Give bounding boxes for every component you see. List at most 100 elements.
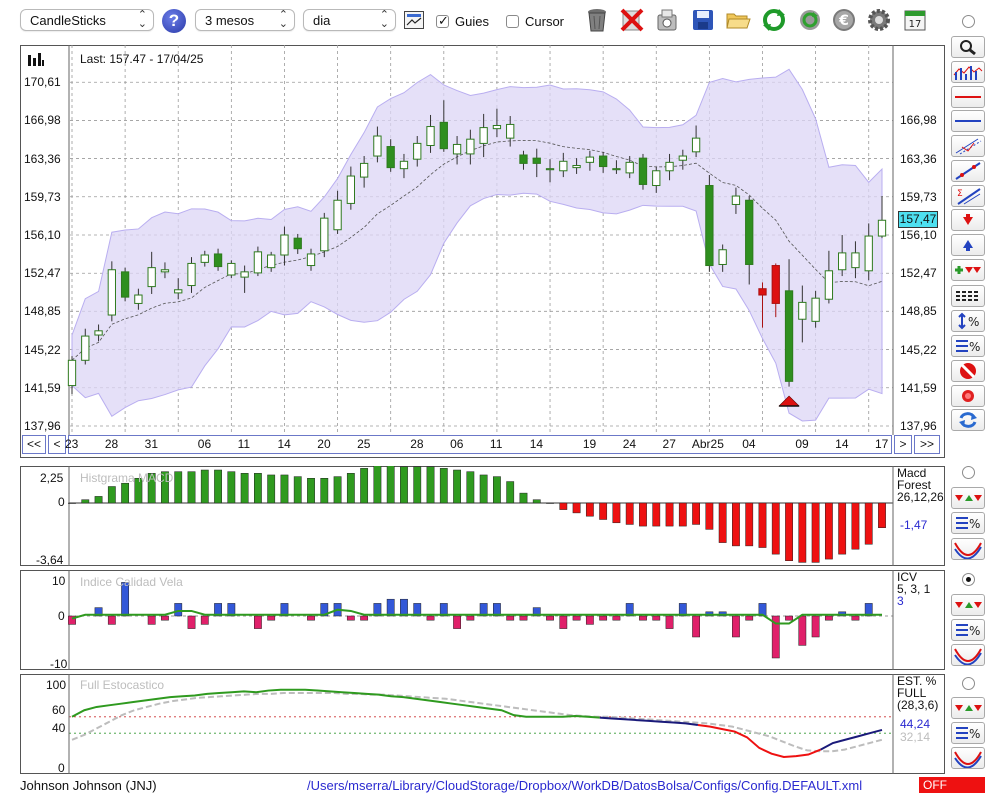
icv-bar <box>200 615 209 625</box>
save-button[interactable] <box>689 6 717 34</box>
time-tick: 14 <box>835 437 849 451</box>
red-dot-button[interactable] <box>951 385 985 407</box>
time-tick: 23 <box>65 437 79 451</box>
question-circle-icon: ? <box>168 11 180 30</box>
price-tick-left: 145,22 <box>24 342 61 357</box>
open-folder-button[interactable] <box>724 6 752 34</box>
candle-body <box>771 265 780 304</box>
panel-radio-macd[interactable] <box>962 466 975 479</box>
sell-arrow-button[interactable] <box>951 209 985 231</box>
percent-range-button[interactable]: % <box>951 310 985 332</box>
icv-cross-button[interactable] <box>951 644 985 666</box>
macd-bar <box>665 502 674 527</box>
macd-bar <box>692 502 700 525</box>
candle-body <box>399 160 409 170</box>
nav-prev-button[interactable]: < <box>48 435 66 454</box>
nav-last-button[interactable]: >> <box>914 435 940 454</box>
panel-radio-main[interactable] <box>962 15 975 28</box>
panel-radio-stoch[interactable] <box>962 677 975 690</box>
current-value-badge: 157,47 <box>898 211 938 228</box>
import-button[interactable] <box>653 6 681 34</box>
chart-type-select[interactable]: CandleSticks ⌃ ⌄ <box>20 9 154 31</box>
macd-signals-button[interactable] <box>951 487 985 509</box>
sync-icon <box>800 10 820 30</box>
stoch-percent-button[interactable]: % <box>951 722 985 744</box>
stoch-signals-button[interactable] <box>951 697 985 719</box>
macd-bar <box>864 502 873 545</box>
edit-data-button[interactable] <box>404 11 424 29</box>
currency-button[interactable]: € <box>830 6 858 34</box>
buy-arrow-button[interactable] <box>951 234 985 256</box>
icv-signals-button[interactable] <box>951 594 985 616</box>
candle-body <box>598 155 608 168</box>
zoom-tool-button[interactable] <box>951 36 985 58</box>
icv-bar <box>785 615 793 621</box>
time-axis[interactable] <box>68 435 892 454</box>
icv-tick-bottom: -10 <box>50 657 68 671</box>
chevron-updown-icon: ⌃ ⌄ <box>278 9 288 30</box>
help-button[interactable]: ? <box>162 9 186 33</box>
guides-label: Guies <box>455 14 489 29</box>
cursor-checkbox[interactable] <box>506 15 519 28</box>
settings-button[interactable] <box>865 6 893 34</box>
candle-body <box>134 294 143 304</box>
crossover-icon <box>954 648 982 665</box>
macd-bar <box>439 468 448 504</box>
stoch-cross-button[interactable] <box>951 747 985 769</box>
interval-select[interactable]: dia ⌃ ⌄ <box>303 9 396 31</box>
hline-red-button[interactable] <box>951 86 985 108</box>
time-tick: 24 <box>622 437 637 451</box>
guides-checkbox[interactable] <box>436 13 449 29</box>
macd-bar <box>572 502 581 514</box>
stoch-main-line <box>820 728 883 751</box>
no-entry-button[interactable] <box>951 360 985 382</box>
delete-button[interactable] <box>618 6 646 34</box>
crossover-icon <box>954 542 982 559</box>
cursor-label: Cursor <box>525 14 565 29</box>
dashed-lines-button[interactable] <box>951 285 985 307</box>
refresh-button[interactable] <box>760 6 788 34</box>
icv-bar <box>572 615 581 621</box>
icv-percent-button[interactable]: % <box>951 619 985 641</box>
icv-bar <box>254 615 262 629</box>
macd-bar <box>652 502 661 527</box>
candle-body <box>758 288 767 296</box>
trend-line-button[interactable] <box>951 160 985 182</box>
stoch-name-line: EST. % <box>897 674 937 688</box>
icv-bar <box>147 615 156 625</box>
icv-bar <box>466 615 475 621</box>
svg-text:%: % <box>969 727 980 741</box>
period-select[interactable]: 3 mesos ⌃ ⌄ <box>195 9 295 31</box>
macd-bar <box>878 502 886 528</box>
off-badge[interactable]: OFF <box>919 777 985 793</box>
percent-lines-button[interactable]: % <box>951 335 985 357</box>
time-tick: 20 <box>317 437 331 451</box>
svg-text:%: % <box>969 624 980 638</box>
channel-tool-button[interactable] <box>951 135 985 157</box>
add-remove-button[interactable] <box>951 259 985 281</box>
candle-body <box>466 138 475 155</box>
swap-button[interactable] <box>951 409 985 431</box>
icv-tick-top: 10 <box>52 574 66 588</box>
bars-tool-button[interactable] <box>951 61 985 83</box>
hline-blue-button[interactable] <box>951 110 985 132</box>
trash-button[interactable] <box>583 6 611 34</box>
macd-bar <box>214 469 222 504</box>
price-tick-left: 156,10 <box>24 228 61 242</box>
macd-bar <box>386 466 395 504</box>
sync-button[interactable] <box>796 6 824 34</box>
nav-first-button[interactable]: << <box>22 435 46 454</box>
macd-cross-button[interactable] <box>951 538 985 560</box>
candle-body <box>439 121 448 150</box>
nav-last-label: >> <box>919 437 934 451</box>
config-path-link[interactable]: /Users/mserra/Library/CloudStorage/Dropb… <box>307 778 863 793</box>
fibonacci-button[interactable]: Σ <box>951 185 985 207</box>
macd-percent-button[interactable]: % <box>951 512 985 534</box>
macd-bar <box>227 471 236 504</box>
calendar-button[interactable]: 17 <box>901 6 929 34</box>
macd-bar <box>107 486 116 504</box>
svg-text:%: % <box>968 315 979 329</box>
panel-radio-icv[interactable] <box>962 573 975 586</box>
nav-next-button[interactable]: > <box>894 435 912 454</box>
macd-bar <box>851 502 860 550</box>
